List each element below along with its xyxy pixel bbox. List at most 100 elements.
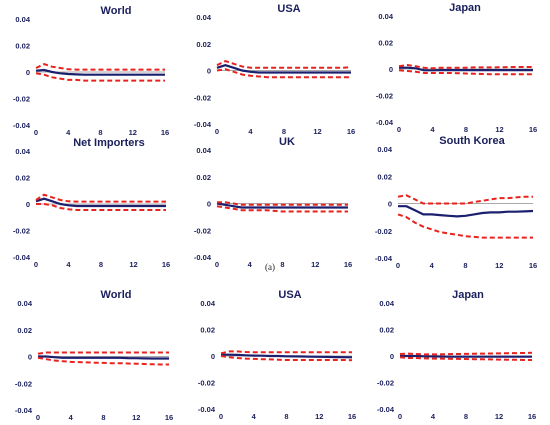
y-tick-label: -0.02 <box>377 379 394 388</box>
y-tick-label: -0.04 <box>13 121 31 130</box>
x-tick-label: 12 <box>311 260 319 269</box>
y-tick-label: -0.02 <box>15 379 32 388</box>
y-tick-label: 0.04 <box>200 299 215 308</box>
y-tick-label: 0 <box>28 353 32 362</box>
y-tick-label: -0.02 <box>13 227 30 236</box>
panel-title: UK <box>279 136 295 148</box>
median-response-line <box>398 205 534 218</box>
y-tick-label: 0.04 <box>15 147 30 156</box>
x-tick-label: 12 <box>129 128 137 137</box>
y-tick-label: -0.02 <box>376 92 393 101</box>
y-tick-label: -0.04 <box>15 406 33 415</box>
y-tick-label: -0.04 <box>375 254 393 263</box>
x-tick-label: 16 <box>162 260 170 269</box>
x-tick-label: 16 <box>161 128 169 137</box>
panel-title: USA <box>277 3 300 15</box>
y-tick-label: -0.02 <box>194 93 211 102</box>
x-tick-label: 4 <box>248 260 253 269</box>
y-tick-label: -0.02 <box>194 226 211 235</box>
median-response-line <box>35 197 166 208</box>
x-tick-label: 4 <box>69 413 74 422</box>
y-tick-label: 0.02 <box>17 326 32 335</box>
x-tick-label: 16 <box>528 412 536 421</box>
median-response-line <box>216 64 351 74</box>
panel-title: USA <box>278 289 301 301</box>
panel-title: World <box>101 289 132 301</box>
y-tick-label: 0 <box>211 352 215 361</box>
lower-band-line <box>216 68 351 79</box>
median-response-line <box>35 68 165 76</box>
x-tick-label: 16 <box>348 412 356 421</box>
upper-band-line <box>398 63 533 70</box>
x-tick-label: 0 <box>34 260 38 269</box>
x-tick-label: 16 <box>165 413 173 422</box>
x-tick-label: 0 <box>215 127 219 136</box>
x-tick-label: 4 <box>66 260 71 269</box>
x-tick-label: 4 <box>430 261 435 270</box>
panel-title: South Korea <box>439 135 505 147</box>
panel-title: Net Importers <box>73 137 145 149</box>
y-tick-label: 0.04 <box>379 299 394 308</box>
median-response-line <box>400 354 532 358</box>
y-tick-label: -0.04 <box>377 405 395 414</box>
median-response-line <box>216 202 348 209</box>
y-tick-label: 0.04 <box>378 12 393 21</box>
x-tick-label: 12 <box>313 127 321 136</box>
x-tick-label: 8 <box>464 412 468 421</box>
upper-band-line <box>399 351 533 356</box>
lower-band-line <box>397 213 533 239</box>
y-tick-label: -0.04 <box>198 405 216 414</box>
y-tick-label: -0.04 <box>376 118 394 127</box>
x-tick-label: 12 <box>315 412 323 421</box>
x-tick-label: 0 <box>398 412 402 421</box>
panel-title: Japan <box>449 2 481 14</box>
y-tick-label: 0.02 <box>200 326 215 335</box>
chart-panel: UK0.040.020-0.02-0.040 4 8 12 16 <box>194 136 352 269</box>
x-tick-label: 0 <box>396 261 400 270</box>
lower-band-line <box>398 69 533 76</box>
x-tick-label: 0 <box>397 125 401 134</box>
x-tick-label: 8 <box>99 260 103 269</box>
y-tick-label: -0.02 <box>375 227 392 236</box>
x-tick-label: 16 <box>529 125 537 134</box>
x-tick-label: 12 <box>495 261 503 270</box>
y-tick-label: 0.02 <box>377 172 392 181</box>
x-tick-label: 8 <box>284 412 288 421</box>
x-tick-label: 8 <box>101 413 105 422</box>
x-tick-label: 4 <box>431 412 436 421</box>
x-tick-label: 4 <box>252 412 257 421</box>
y-tick-label: 0 <box>26 200 30 209</box>
y-tick-label: 0.02 <box>196 40 211 49</box>
y-tick-label: 0 <box>389 65 393 74</box>
x-tick-label: 4 <box>66 128 71 137</box>
y-tick-label: 0.02 <box>378 39 393 48</box>
x-tick-label: 12 <box>129 260 137 269</box>
x-tick-label: 4 <box>430 125 435 134</box>
upper-band-line <box>35 63 165 71</box>
upper-band-line <box>217 201 348 206</box>
x-tick-label: 0 <box>219 412 223 421</box>
panel-title: Japan <box>452 289 484 301</box>
y-tick-label: 0.02 <box>196 173 211 182</box>
upper-band-line <box>35 193 166 203</box>
upper-band-line <box>216 60 352 69</box>
x-tick-label: 16 <box>344 260 352 269</box>
x-tick-label: 0 <box>36 413 40 422</box>
upper-band-line <box>220 350 352 355</box>
lower-band-line <box>36 203 166 211</box>
median-response-line <box>38 355 169 360</box>
y-tick-label: 0.04 <box>17 299 32 308</box>
upper-band-line <box>397 194 533 205</box>
x-tick-label: 12 <box>132 413 140 422</box>
panel-title: World <box>101 5 132 17</box>
lower-band-line <box>220 355 353 362</box>
x-tick-label: 4 <box>248 127 253 136</box>
y-tick-label: 0.02 <box>15 42 30 51</box>
